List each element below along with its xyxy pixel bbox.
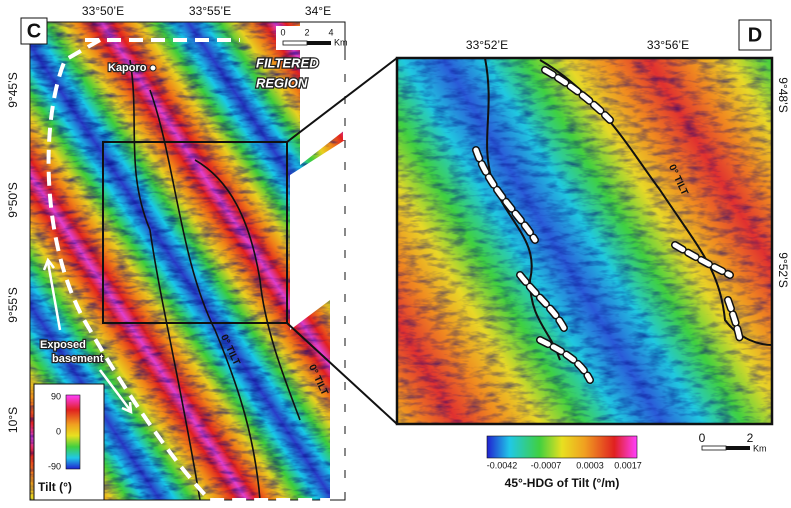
annotation: basement (52, 353, 104, 365)
colorbar-tick: -90 (48, 461, 61, 471)
lat-tick: 9°55’S (6, 287, 20, 323)
colorbar (487, 436, 637, 458)
scale-tick: 2 (304, 27, 309, 37)
lon-tick: 34°E (305, 4, 331, 18)
scale-segment (307, 41, 331, 45)
colorbar-title: Tilt (°) (38, 480, 72, 494)
place-marker (150, 65, 156, 71)
scale-unit: Km (753, 443, 767, 453)
scale-tick: 0 (280, 27, 285, 37)
lon-tick: 33°55’E (189, 4, 231, 18)
colorbar-title: 45°-HDG of Tilt (°/m) (505, 476, 620, 490)
scale-tick: 4 (328, 27, 333, 37)
lat-tick: 9°45’S (6, 72, 20, 108)
scale-segment (726, 446, 750, 450)
panel-d-map (397, 58, 772, 424)
lat-tick: 9°52’S (776, 252, 790, 288)
lat-tick: 9°48’S (776, 77, 790, 113)
scale-tick: 0 (699, 431, 706, 445)
lon-tick: 33°52’E (466, 38, 508, 52)
lon-tick: 33°50’E (82, 4, 124, 18)
body: { "panel_c": { "label": "C", "lon_ticks"… (0, 0, 791, 508)
lat-tick: 10°S (6, 407, 20, 433)
colorbar-tick: 90 (51, 391, 61, 401)
panel-label: D (748, 24, 762, 46)
page: Map panels html, body { margin: 0; paddi… (0, 0, 791, 508)
region-label: FILTERED (256, 55, 319, 70)
lat-tick: 9°50’S (6, 182, 20, 218)
colorbar-tick: 0 (56, 426, 61, 436)
scale-segment (283, 41, 307, 45)
annotation: Exposed (40, 339, 86, 351)
lon-tick: 33°56’E (647, 38, 689, 52)
region-label: REGION (256, 75, 308, 90)
place-label: Kaporo (108, 62, 147, 74)
colorbar-tick: 0.0003 (576, 460, 604, 470)
colorbar (66, 395, 80, 469)
colorbar-tick: -0.0042 (487, 460, 518, 470)
colorbar-tick: 0.0017 (614, 460, 642, 470)
colorbar-tick: -0.0007 (531, 460, 562, 470)
scale-unit: Km (334, 37, 348, 47)
panel-label: C (27, 20, 41, 42)
figure: C 33°50’E 33°55’E 34°E 9°45’S 9°50’S 9°5… (0, 0, 791, 508)
scale-segment (702, 446, 726, 450)
